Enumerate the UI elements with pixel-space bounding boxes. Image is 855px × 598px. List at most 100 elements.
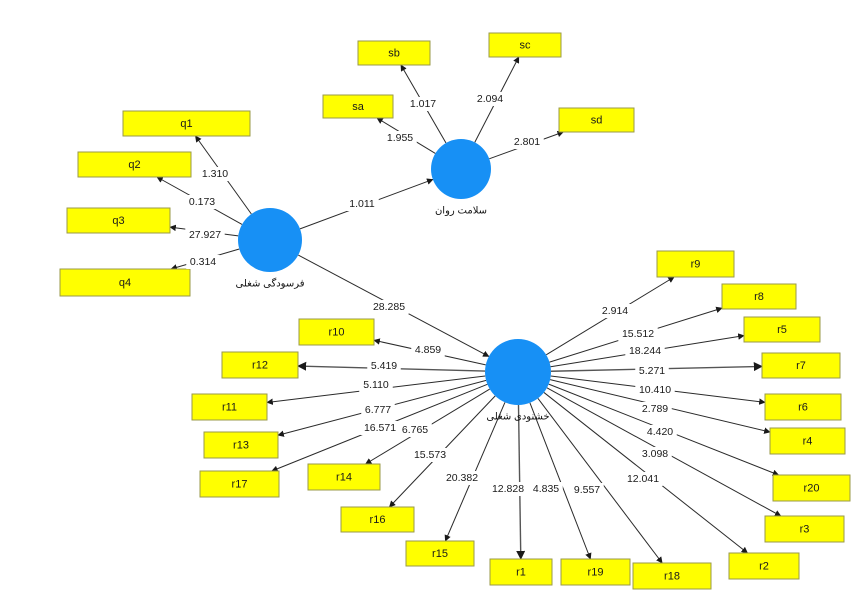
coefficient-value: 18.244 xyxy=(629,345,661,357)
indicator-label: r15 xyxy=(432,548,448,560)
coefficient-halo xyxy=(361,403,395,417)
indicator-box-q3[interactable]: q3 xyxy=(66,207,171,234)
indicator-label: r17 xyxy=(232,478,248,490)
latent-node-jobsat[interactable]: خشنودی شغلی xyxy=(485,339,551,423)
coefficient-value: 16.571 xyxy=(364,422,396,434)
indicator-box-r4[interactable]: r4 xyxy=(769,427,846,455)
indicator-box-rect xyxy=(764,515,845,543)
indicator-box-rect xyxy=(191,393,268,421)
indicator-label: sa xyxy=(352,101,365,113)
path-coefficient-js-r1: 12.828 xyxy=(488,482,528,496)
indicator-box-r2[interactable]: r2 xyxy=(728,552,800,580)
coefficient-value: 6.765 xyxy=(402,424,428,436)
coefficient-value: 2.789 xyxy=(642,403,668,415)
coefficient-halo xyxy=(359,378,393,392)
indicator-box-rect xyxy=(203,431,279,459)
indicator-box-r3[interactable]: r3 xyxy=(764,515,845,543)
indicator-box-q4[interactable]: q4 xyxy=(59,268,191,297)
coefficient-halo xyxy=(635,383,675,397)
coefficient-value: 4.420 xyxy=(647,426,673,438)
latent-node-mentalhealth[interactable]: سلامت روان xyxy=(431,139,491,217)
indicator-box-rect xyxy=(743,316,821,343)
coefficient-halo xyxy=(638,447,672,461)
indicator-box-rect xyxy=(761,352,841,379)
path-coefficient-mh-sd: 2.801 xyxy=(510,135,544,149)
indicator-label: q2 xyxy=(128,159,140,171)
indicator-box-rect xyxy=(322,94,394,119)
indicator-box-r12[interactable]: r12 xyxy=(221,351,299,379)
indicator-box-r16[interactable]: r16 xyxy=(340,506,415,533)
coefficient-halo xyxy=(625,344,665,358)
indicator-label: q4 xyxy=(119,277,131,289)
path-coefficient-js-r14: 6.765 xyxy=(398,423,432,437)
indicator-box-r13[interactable]: r13 xyxy=(203,431,279,459)
indicator-box-r1[interactable]: r1 xyxy=(489,558,553,586)
indicator-box-sd[interactable]: sd xyxy=(558,107,635,133)
indicator-box-rect xyxy=(298,318,375,346)
indicator-box-r15[interactable]: r15 xyxy=(405,540,475,567)
path-arrow-js-r18 xyxy=(537,398,663,564)
path-coefficient-js-r3: 3.098 xyxy=(638,447,672,461)
indicator-box-rect xyxy=(488,32,562,58)
path-coefficient-burnout-q2: 0.173 xyxy=(185,195,219,209)
indicator-box-sc[interactable]: sc xyxy=(488,32,562,58)
path-coefficient-burnout-mh: 1.011 xyxy=(345,197,379,211)
latent-circle xyxy=(238,208,302,272)
latent-node-burnout[interactable]: فرسودگی شغلی xyxy=(235,208,305,290)
coefficient-value: 10.410 xyxy=(639,384,671,396)
coefficient-value: 20.382 xyxy=(446,472,478,484)
path-coefficient-js-r2: 12.041 xyxy=(623,472,663,486)
indicator-box-q1[interactable]: q1 xyxy=(122,110,251,137)
indicator-box-r14[interactable]: r14 xyxy=(307,463,381,491)
indicator-box-sb[interactable]: sb xyxy=(357,40,431,66)
indicator-box-q2[interactable]: q2 xyxy=(77,151,192,178)
indicator-label: r13 xyxy=(233,439,249,451)
indicator-label: r10 xyxy=(329,326,345,338)
indicator-box-r19[interactable]: r19 xyxy=(560,558,631,586)
indicator-box-r20[interactable]: r20 xyxy=(772,474,851,502)
coefficient-halo xyxy=(529,482,563,496)
coefficient-value: 4.859 xyxy=(415,344,441,356)
indicator-box-rect xyxy=(772,474,851,502)
coefficient-value: 3.098 xyxy=(642,448,668,460)
indicator-box-r6[interactable]: r6 xyxy=(764,393,842,421)
indicator-label: r18 xyxy=(664,570,680,582)
indicator-box-r8[interactable]: r8 xyxy=(721,283,797,310)
path-coefficient-js-r7: 5.271 xyxy=(635,364,669,378)
path-arrow-js-r19 xyxy=(529,402,592,560)
coefficient-halo xyxy=(635,364,669,378)
path-coefficient-burnout-q1: 1.310 xyxy=(198,167,232,181)
indicator-box-rect xyxy=(66,207,171,234)
indicator-box-r18[interactable]: r18 xyxy=(632,562,712,590)
indicator-label: q3 xyxy=(112,215,124,227)
coefficient-value: 28.285 xyxy=(373,301,405,313)
coefficient-value: 27.927 xyxy=(189,229,221,241)
path-coefficient-js-r18: 9.557 xyxy=(570,483,604,497)
indicator-box-rect xyxy=(405,540,475,567)
path-coefficient-js-r8: 15.512 xyxy=(618,327,658,341)
latent-layer: فرسودگی شغلی سلامت روان خشنودی شغلی xyxy=(235,139,551,423)
coefficient-value: 15.573 xyxy=(414,449,446,461)
indicator-box-sa[interactable]: sa xyxy=(322,94,394,119)
coefficient-halo xyxy=(618,327,658,341)
indicator-box-r7[interactable]: r7 xyxy=(761,352,841,379)
coefficient-value: 0.173 xyxy=(189,196,215,208)
coefficient-value: 15.512 xyxy=(622,328,654,340)
path-coefficient-js-r9: 2.914 xyxy=(598,304,632,318)
coefficient-value: 2.914 xyxy=(602,305,628,317)
coefficient-value: 1.017 xyxy=(410,98,436,110)
indicator-box-r10[interactable]: r10 xyxy=(298,318,375,346)
indicator-label: r16 xyxy=(370,514,386,526)
coefficient-halo xyxy=(345,197,379,211)
coefficient-halo xyxy=(643,425,677,439)
coefficient-value: 5.110 xyxy=(363,379,389,391)
indicator-box-r9[interactable]: r9 xyxy=(656,250,735,278)
indicator-label: r9 xyxy=(691,258,701,270)
indicator-box-r17[interactable]: r17 xyxy=(199,470,280,498)
coefficient-halo xyxy=(185,228,225,242)
indicator-box-r11[interactable]: r11 xyxy=(191,393,268,421)
path-coefficient-mh-sa: 1.955 xyxy=(383,131,417,145)
indicator-box-r5[interactable]: r5 xyxy=(743,316,821,343)
indicator-box-rect xyxy=(489,558,553,586)
